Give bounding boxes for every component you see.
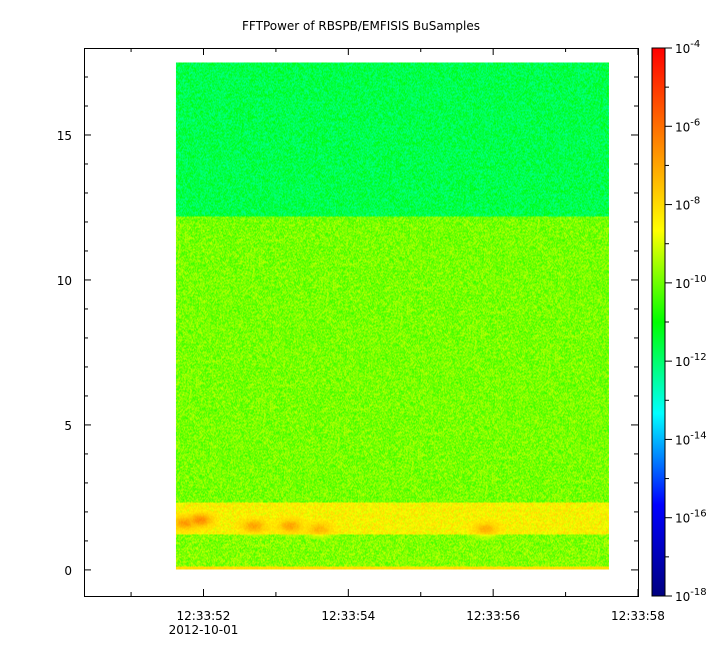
- y-tick-label: 10: [57, 274, 72, 288]
- y-tick-label: 15: [57, 129, 72, 143]
- x-tick-date-label: 2012-10-01: [169, 623, 239, 637]
- colorbar: 10-18 10-16 10-14 10-12 10-10 10-8 10-6 10-4: [651, 39, 707, 604]
- x-tick-label: 12:33:52: [177, 609, 231, 623]
- colorbar-tick-label: 10-18: [675, 587, 707, 604]
- colorbar-tick-label: 10-8: [675, 196, 700, 213]
- chart-title: FFTPower of RBSPB/EMFISIS BuSamples: [242, 19, 480, 33]
- x-tick-label: 12:33:54: [321, 609, 375, 623]
- y-tick-label: 0: [64, 564, 72, 578]
- colorbar-tick-label: 10-14: [675, 430, 707, 447]
- colorbar-tick-label: 10-10: [675, 274, 707, 291]
- colorbar-tick-label: 10-16: [675, 509, 707, 526]
- colorbar-tick-label: 10-12: [675, 352, 707, 369]
- x-tick-label: 12:33:58: [611, 609, 665, 623]
- colorbar-tick-label: 10-6: [675, 117, 700, 134]
- y-axis: 0 5 10 15: [57, 76, 638, 578]
- colorbar-ticks: 10-18 10-16 10-14 10-12 10-10 10-8 10-6 10-4: [665, 39, 707, 604]
- x-tick-label: 12:33:56: [466, 609, 520, 623]
- y-tick-label: 5: [64, 419, 72, 433]
- colorbar-fill: [651, 47, 666, 597]
- heatmap-image: [175, 62, 609, 570]
- colorbar-tick-label: 10-4: [675, 39, 700, 56]
